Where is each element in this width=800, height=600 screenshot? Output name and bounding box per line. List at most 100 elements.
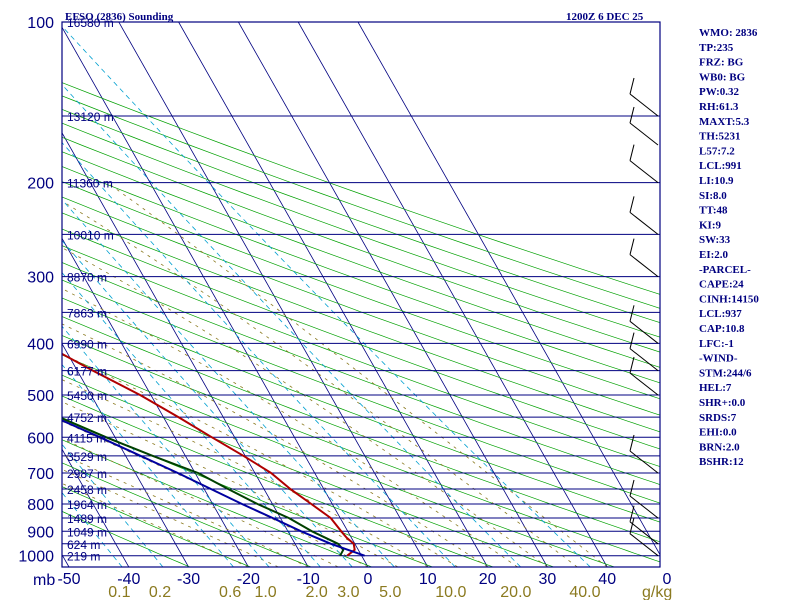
stat-line: TH:5231 [699,131,741,143]
dry-adiabat-line [62,151,660,368]
moist-adiabat-line [107,182,608,567]
wind-barb-staff [629,450,659,474]
background-grid [62,22,660,567]
wind-barb-staff [629,533,659,557]
pressure-tick-label: 900 [27,524,54,541]
isotherm-line [238,22,548,567]
isotherm-line [118,22,429,567]
wind-barb-staff [629,160,659,184]
stat-line: WMO: 2836 [699,27,758,39]
mixing-ratio-line [62,142,456,567]
dry-adiabat-line [62,486,251,567]
wind-barbs [629,77,659,557]
height-label: 4752 m [67,411,107,425]
moist-adiabat-line [62,420,369,567]
dry-adiabat-line [62,95,660,309]
moist-adiabat-line [62,401,399,567]
dry-adiabat-line [62,212,660,433]
wind-barb-flag [629,434,635,452]
temperature-tick-label: 0 [364,571,373,588]
moist-adiabat-line [62,247,548,567]
stat-line: EI:2.0 [699,249,729,261]
pressure-tick-label: 200 [27,176,54,193]
dry-adiabat-line [62,316,660,543]
stat-line: EHI:0.0 [699,427,737,439]
moist-adiabat-line [62,468,279,567]
pressure-unit-label: mb [33,572,55,589]
dry-adiabat-line [62,374,554,567]
height-label: 6990 m [67,337,107,351]
mixing-ratio-tick-label: 40.0 [569,584,600,600]
wind-barb-staff [629,348,659,372]
height-label: 13120 m [67,110,114,124]
isotherm-line [178,22,488,567]
mixing-ratio-line [62,25,591,567]
stat-line: CAP:10.8 [699,323,745,335]
stats-panel: WMO: 2836 TP:235 FRZ: BG WB0: BG PW:0.32 RH:6… [699,27,759,468]
dry-adiabat-line [62,136,660,353]
wind-barb-staff [629,372,659,396]
isotherm-line [62,448,130,567]
mixing-ratio-tick-label: 0.2 [149,584,171,600]
wind-barb-flag [629,517,635,534]
wind-barb-flag [629,106,635,124]
moist-adiabat-line [62,353,458,567]
isotherm-line [62,26,369,567]
dry-adiabat-line [62,262,660,485]
isotherm-line [297,22,608,567]
wind-barb-flag [629,77,635,95]
plot-frame [61,21,661,568]
stat-line: SI:8.0 [699,190,727,202]
mixing-ratio-tick-label: 20.0 [500,584,531,600]
dry-adiabat-line [62,109,660,323]
stat-line: LCL:991 [699,160,742,172]
mixing-ratio-tick-label: 5.0 [379,584,401,600]
mixing-ratio-tick-label: 10.0 [435,584,466,600]
height-label: 219 m [67,550,100,564]
wind-barb-flag [629,196,635,213]
height-label: 1964 m [67,498,107,512]
height-label: 16580 m [67,16,114,30]
height-label: 2987 m [67,467,107,481]
pressure-tick-label: 300 [27,270,54,287]
pressure-tick-label: 500 [27,388,54,405]
dry-adiabat-line [62,82,660,295]
isotherm-line [62,237,249,567]
dry-adiabat-line [62,228,660,450]
dry-adiabat-line [62,395,494,567]
pressure-tick-label: 100 [27,15,54,32]
wind-barb-staff [629,93,659,117]
wind-barb-staff [629,521,659,545]
stat-line: SHR+:0.0 [699,397,746,409]
height-label: 1489 m [67,512,107,526]
mixing-ratio-axis: 0.1 0.2 0.6 1.0 2.0 3.0 5.0 10.0 20.0 40.0 [108,584,600,600]
wind-barb-flag [629,332,635,349]
wind-barb-staff [629,495,659,519]
wind-barb-flag [629,144,635,161]
stat-line: MAXT:5.3 [699,116,750,128]
temperature-tick-label: -10 [297,571,320,588]
temperature-tick-label: 30 [539,571,557,588]
height-label: 1049 m [67,525,107,539]
mixing-ratio-line [62,240,353,567]
temperature-tick-label: 20 [479,571,497,588]
stat-line: CINH:14150 [699,293,759,305]
dry-adiabat-line [62,196,660,416]
temperature-tick-label: -30 [177,571,200,588]
stat-line: -WIND- [699,353,738,365]
mixing-ratio-tick-label: 0.1 [108,584,130,600]
height-label: 11360 m [67,177,113,191]
dry-adiabat-line [62,122,660,338]
stat-line: RH:61.3 [699,101,739,113]
stat-line: SRDS:7 [699,412,737,424]
height-label: 624 m [67,538,100,552]
temperature-tick-label: 40 [598,571,616,588]
stat-line: CAPE:24 [699,279,744,291]
height-label: 6177 m [67,365,107,379]
pressure-tick-label: 1000 [18,549,54,566]
height-label: 3529 m [67,450,107,464]
stat-line: PW:0.32 [699,86,740,98]
stat-line: KI:9 [699,219,722,231]
